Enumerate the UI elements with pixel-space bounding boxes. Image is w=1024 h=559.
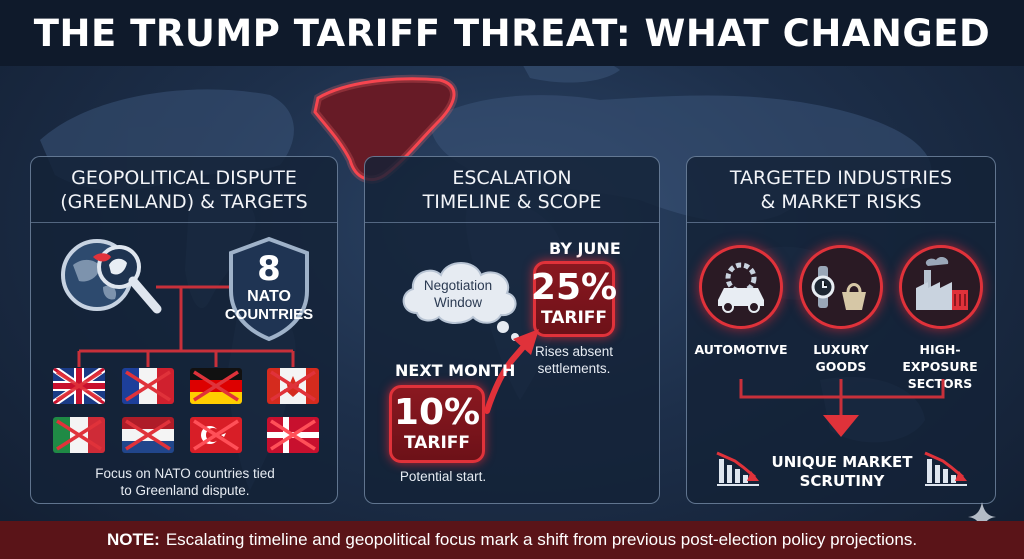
heading-line2: & MARKET RISKS (760, 190, 922, 213)
escalation-arrow-icon (484, 329, 539, 414)
by-june-label: BY JUNE (549, 239, 621, 258)
scrutiny-line2: SCRUTINY (799, 472, 885, 490)
france-flag (122, 368, 174, 404)
june-note-line2: settlements. (537, 361, 611, 376)
automotive-label: AUTOMOTIVE (687, 341, 795, 358)
denmark-flag (267, 417, 319, 453)
high-exposure-label: HIGH-EXPOSURE SECTORS (883, 341, 997, 392)
netherlands-flag (122, 417, 174, 453)
negotiation-cloud-text: Negotiation Window (403, 277, 513, 311)
canada-flag (267, 368, 319, 404)
heading-line1: GEOPOLITICAL DISPUTE (71, 166, 297, 189)
shield-number: 8 (257, 249, 281, 289)
geopolitical-panel-heading: GEOPOLITICAL DISPUTE (GREENLAND) & TARGE… (31, 157, 337, 223)
nato-shield-text: 8 NATO COUNTRIES (223, 251, 315, 324)
heading-line1: TARGETED INDUSTRIES (729, 166, 953, 189)
united-kingdom-flag (53, 368, 105, 404)
geopolitical-caption: Focus on NATO countries tied to Greenlan… (31, 465, 339, 499)
footer-note: NOTE: Escalating timeline and geopolitic… (0, 521, 1024, 559)
june-tariff-label: TARIFF (540, 308, 608, 328)
luxury-goods-label: LUXURY GOODS (791, 341, 891, 375)
high-exposure-label-line2: SECTORS (907, 376, 973, 391)
caption-line2: to Greenland dispute. (120, 483, 250, 498)
industries-panel: TARGETED INDUSTRIES & MARKET RISKS AUT (686, 156, 996, 504)
sparkle-icon (968, 502, 996, 532)
car-gear-icon (699, 245, 783, 329)
connector-lines (77, 285, 295, 367)
globe-magnifier-icon (61, 239, 162, 314)
negotiation-cloud-icon (402, 262, 519, 341)
luxury-label-line1: LUXURY (813, 342, 869, 357)
next-month-label: NEXT MONTH (395, 361, 516, 380)
heading-line1: ESCALATION (452, 166, 572, 189)
escalation-panel: ESCALATION TIMELINE & SCOPE Negotiation … (364, 156, 660, 504)
scrutiny-line1: UNIQUE MARKET (771, 453, 913, 471)
falling-chart-icon-left (716, 451, 759, 486)
month-note: Potential start. (399, 469, 487, 484)
automotive-label-line1: AUTOMOTIVE (694, 342, 788, 357)
month-tariff-label: TARIFF (403, 433, 471, 453)
luxury-label-line2: GOODS (815, 359, 867, 374)
escalation-panel-heading: ESCALATION TIMELINE & SCOPE (365, 157, 659, 223)
shield-line2: COUNTRIES (224, 306, 314, 323)
note-label: NOTE: (106, 530, 160, 549)
industries-panel-heading: TARGETED INDUSTRIES & MARKET RISKS (687, 157, 995, 223)
convergence-arrows (739, 379, 945, 437)
nato-shield-icon (229, 236, 309, 342)
germany-flag (190, 368, 242, 404)
turkey-flag (190, 417, 242, 453)
geopolitical-panel: GEOPOLITICAL DISPUTE (GREENLAND) & TARGE… (30, 156, 338, 504)
unique-market-scrutiny: UNIQUE MARKET SCRUTINY (771, 453, 913, 491)
heading-line2: TIMELINE & SCOPE (422, 190, 602, 213)
high-exposure-label-line1: HIGH-EXPOSURE (902, 342, 978, 374)
june-note: Rises absent settlements. (525, 343, 623, 377)
june-note-line1: Rises absent (534, 344, 614, 359)
cloud-line1: Negotiation (423, 278, 493, 293)
factory-icon (899, 245, 983, 329)
june-percent: 25% (530, 267, 618, 308)
note-text: Escalating timeline and geopolitical foc… (165, 530, 918, 549)
caption-line1: Focus on NATO countries tied (95, 466, 275, 481)
month-tariff-badge: 10% TARIFF (389, 385, 485, 463)
page-title: THE TRUMP TARIFF THREAT: WHAT CHANGED (33, 11, 991, 55)
falling-chart-icon-right (924, 451, 967, 486)
shield-line1: NATO (247, 288, 291, 305)
greenland-highlight (313, 77, 456, 181)
cloud-line2: Window (433, 295, 482, 310)
title-bar: THE TRUMP TARIFF THREAT: WHAT CHANGED (0, 0, 1024, 66)
heading-line2: (GREENLAND) & TARGETS (60, 190, 308, 213)
watch-handbag-icon (799, 245, 883, 329)
italy-flag (53, 417, 105, 453)
june-tariff-badge: 25% TARIFF (530, 261, 618, 337)
month-percent: 10% (393, 392, 481, 433)
